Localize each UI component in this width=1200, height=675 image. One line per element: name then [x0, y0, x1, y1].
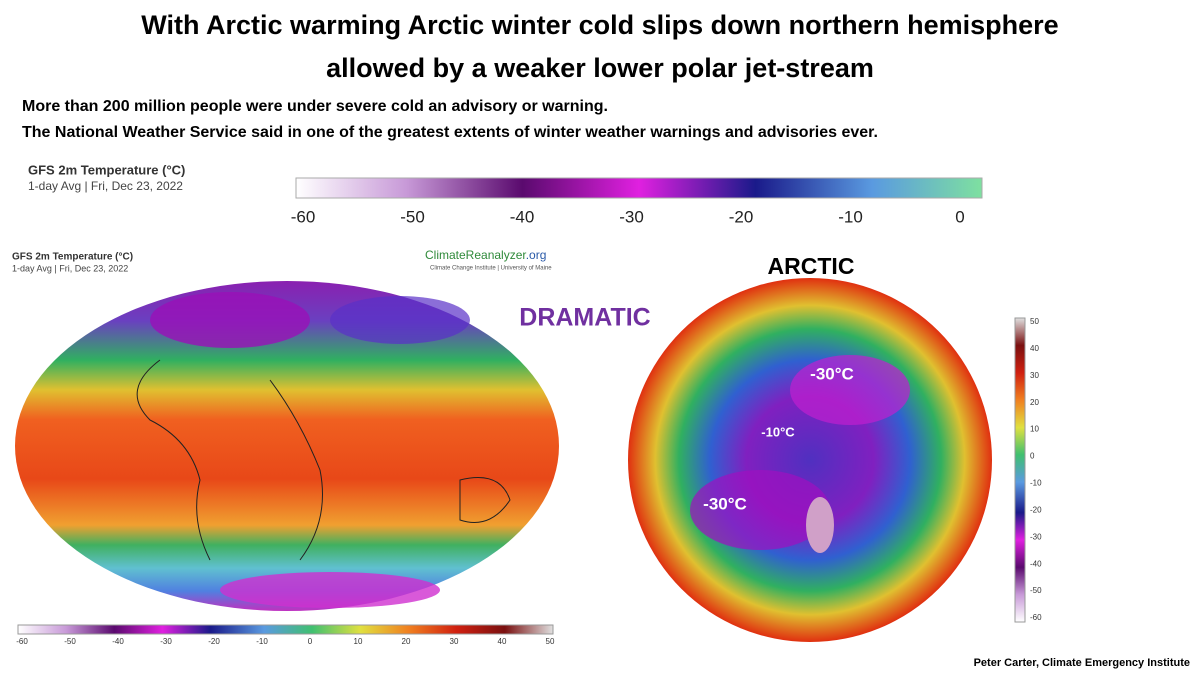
- tick-label: 10: [354, 637, 363, 646]
- tick-label: 40: [498, 637, 507, 646]
- map-region: [806, 497, 834, 553]
- tick-label: 0: [955, 207, 964, 226]
- annotation: DRAMATIC: [519, 304, 650, 332]
- tick-label: -50: [400, 207, 425, 226]
- tick-label: 0: [308, 637, 313, 646]
- tick-label: 30: [450, 637, 459, 646]
- map-label: -30°C: [703, 494, 747, 513]
- brand-name: ClimateReanalyzer: [425, 248, 526, 262]
- tick-label: -20: [1030, 505, 1042, 514]
- tick-label: 10: [1030, 425, 1039, 434]
- tick-label: -60: [16, 637, 28, 646]
- tick-label: 50: [546, 637, 555, 646]
- legend-title: GFS 2m Temperature (°C): [28, 162, 185, 177]
- tick-label: -60: [1030, 613, 1042, 622]
- tick-label: -50: [64, 637, 76, 646]
- title-line: allowed by a weaker lower polar jet-stre…: [326, 53, 874, 83]
- tick-label: -30: [1030, 532, 1042, 541]
- credit: Peter Carter, Climate Emergency Institut…: [974, 657, 1190, 669]
- brand-tld: .org: [526, 248, 547, 262]
- coastline: [269, 379, 323, 561]
- arctic-map: [628, 278, 992, 642]
- tick-label: -30: [619, 207, 644, 226]
- tick-label: -10: [838, 207, 863, 226]
- color-bar: [295, 177, 983, 199]
- map-label: -30°C: [810, 364, 854, 383]
- tick-label: -10: [256, 637, 268, 646]
- world-map: [15, 281, 559, 611]
- brand: ClimateReanalyzer.org: [425, 248, 546, 262]
- coastline: [136, 359, 211, 561]
- legend-subtitle: 1-day Avg | Fri, Dec 23, 2022: [28, 179, 183, 193]
- color-bar: [1014, 317, 1026, 623]
- map-region: [150, 292, 310, 348]
- arctic-title: ARCTIC: [768, 253, 855, 279]
- color-bar: [17, 624, 554, 635]
- map-region: [330, 296, 470, 344]
- tick-labels: 50 40 30 20 10 0 -10 -20 -30 -40 -50 -60: [1030, 317, 1042, 622]
- tick-label: -40: [112, 637, 124, 646]
- tick-labels: -60 -50 -40 -30 -20 -10 0 10 20 30 40 50: [16, 637, 555, 646]
- map-region: [220, 572, 440, 608]
- tick-label: -20: [729, 207, 754, 226]
- map-subtitle: 1-day Avg | Fri, Dec 23, 2022: [12, 263, 128, 273]
- tick-label: -20: [208, 637, 220, 646]
- coastline: [459, 477, 511, 523]
- tick-label: 50: [1030, 317, 1039, 326]
- title-line: With Arctic warming Arctic winter cold s…: [141, 10, 1058, 40]
- map-label: -10°C: [761, 424, 795, 439]
- tick-label: -30: [160, 637, 172, 646]
- brand-sub: Climate Change Institute | University of…: [430, 266, 552, 272]
- tick-label: 40: [1030, 344, 1039, 353]
- subtitle-line: The National Weather Service said in one…: [22, 124, 878, 141]
- tick-label: -40: [1030, 559, 1042, 568]
- map-title: GFS 2m Temperature (°C): [12, 252, 133, 263]
- map-region: [690, 470, 830, 550]
- tick-label: 20: [402, 637, 411, 646]
- tick-label: 20: [1030, 398, 1039, 407]
- subtitle-line: More than 200 million people were under …: [22, 98, 608, 115]
- tick-label: -40: [510, 207, 535, 226]
- tick-label: -60: [291, 207, 316, 226]
- tick-label: -10: [1030, 479, 1042, 488]
- tick-labels: -60 -50 -40 -30 -20 -10 0: [291, 207, 965, 226]
- tick-label: -50: [1030, 586, 1042, 595]
- map-region: [790, 355, 910, 425]
- tick-label: 0: [1030, 452, 1035, 461]
- tick-label: 30: [1030, 371, 1039, 380]
